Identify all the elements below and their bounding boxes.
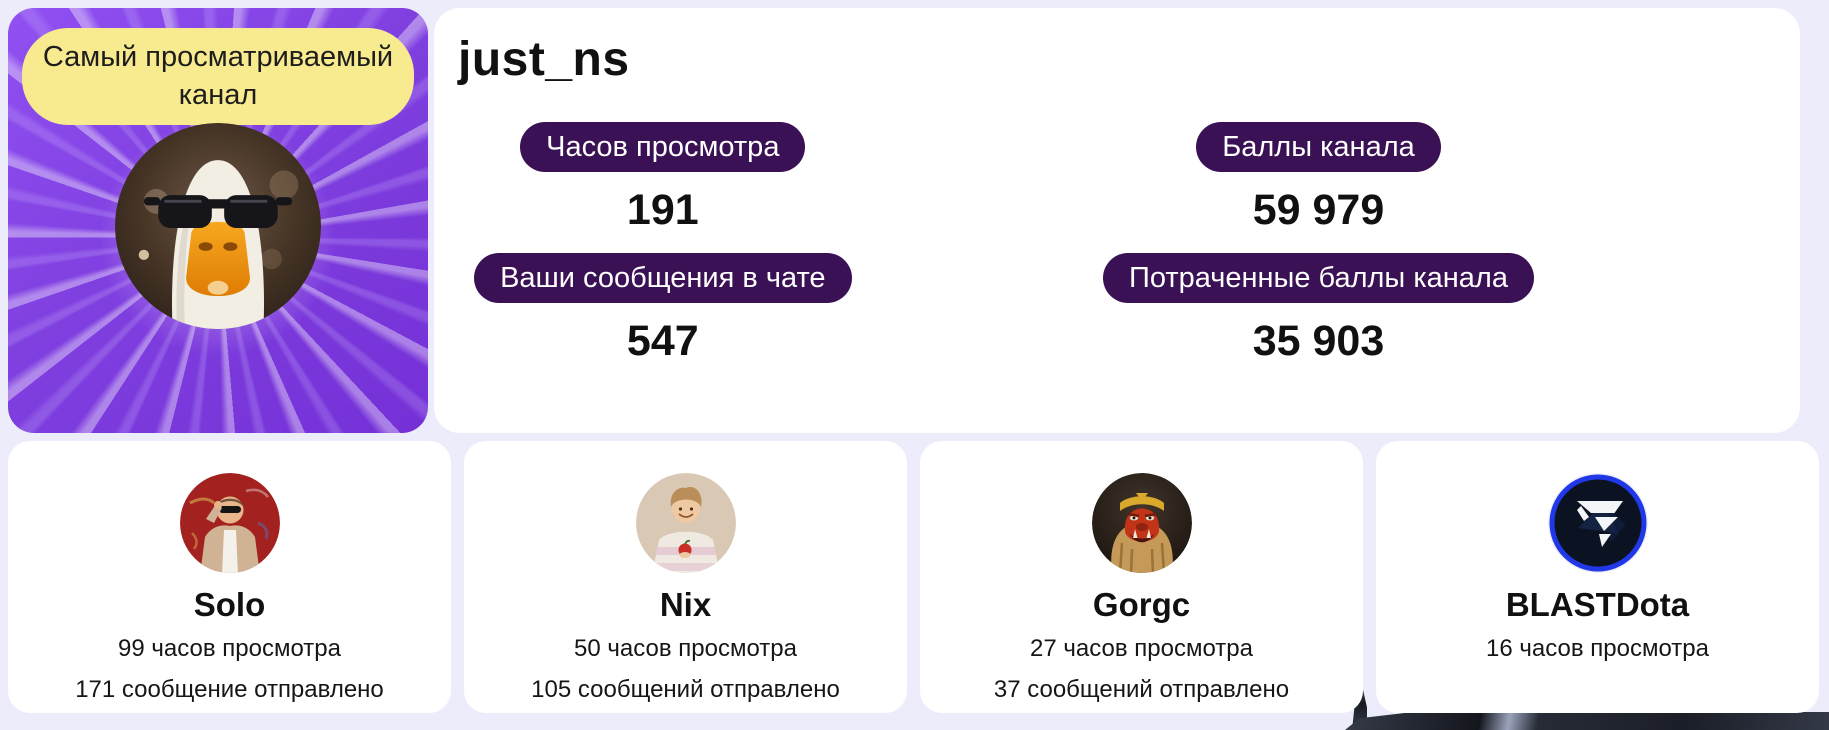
spent-points-pill: Потраченные баллы канала [1102,253,1534,304]
channel-avatar-large [115,123,321,329]
channel-card-nix: Nix 50 часов просмотра 105 сообщений отп… [464,441,907,713]
blast-dota-logo-icon [1547,473,1648,573]
channel-summary-card: just_ns Часов просмотра 191 Ваши сообщен… [434,8,1800,433]
channel-name: BLASTDota [1505,586,1690,623]
channel-name: Nix [659,586,712,623]
channel-hours: 99 часов просмотра [118,635,341,662]
channel-messages: 37 сообщений отправлено [993,676,1290,704]
duck-with-sunglasses-icon [115,123,321,329]
channel-card-gorgc: Gorgc 27 часов просмотра 37 сообщений от… [920,441,1363,713]
avatar-nix [635,473,736,573]
channel-name-title: just_ns [458,33,630,86]
avatar-blastdota [1547,473,1648,573]
chat-messages-pill: Ваши сообщения в чате [474,253,852,304]
watched-channels-row: Solo 99 часов просмотра 171 сообщение от… [8,441,1819,713]
chat-messages-value: 547 [626,317,699,366]
channel-card-solo: Solo 99 часов просмотра 171 сообщение от… [8,441,451,713]
next-section-image-peek-strip [1345,712,1829,730]
channel-points-pill: Баллы канала [1196,122,1441,172]
stats-column-left: Часов просмотра 191 Ваши сообщения в чат… [434,122,892,385]
channel-messages: 105 сообщений отправлено [531,676,840,704]
channel-hours: 50 часов просмотра [574,635,797,662]
channel-name: Gorgc [1092,586,1191,623]
smiling-man-with-apple-photo-icon [635,473,736,573]
channel-hours: 16 часов просмотра [1486,635,1709,662]
stats-column-right: Баллы канала 59 979 Потраченные баллы ка… [892,122,1746,385]
red-ogre-mask-photo-icon [1091,473,1192,573]
channel-hours: 27 часов просмотра [1030,635,1253,662]
hours-watched-value: 191 [626,186,699,234]
channel-card-blastdota: BLASTDota 16 часов просмотра [1376,441,1819,713]
channel-stats-grid: Часов просмотра 191 Ваши сообщения в чат… [434,122,1800,385]
most-watched-badge: Самый просматриваемый канал [22,28,414,125]
spent-points-value: 35 903 [1252,317,1385,366]
hours-watched-pill: Часов просмотра [520,122,806,172]
channel-name: Solo [193,586,266,623]
avatar-solo [179,473,280,573]
avatar-gorgc [1091,473,1192,573]
most-watched-channel-card: Самый просматриваемый канал [8,8,428,433]
channel-messages: 171 сообщение отправлено [75,676,384,704]
man-with-sunglasses-red-photo-icon [179,473,280,573]
channel-points-value: 59 979 [1252,186,1385,234]
